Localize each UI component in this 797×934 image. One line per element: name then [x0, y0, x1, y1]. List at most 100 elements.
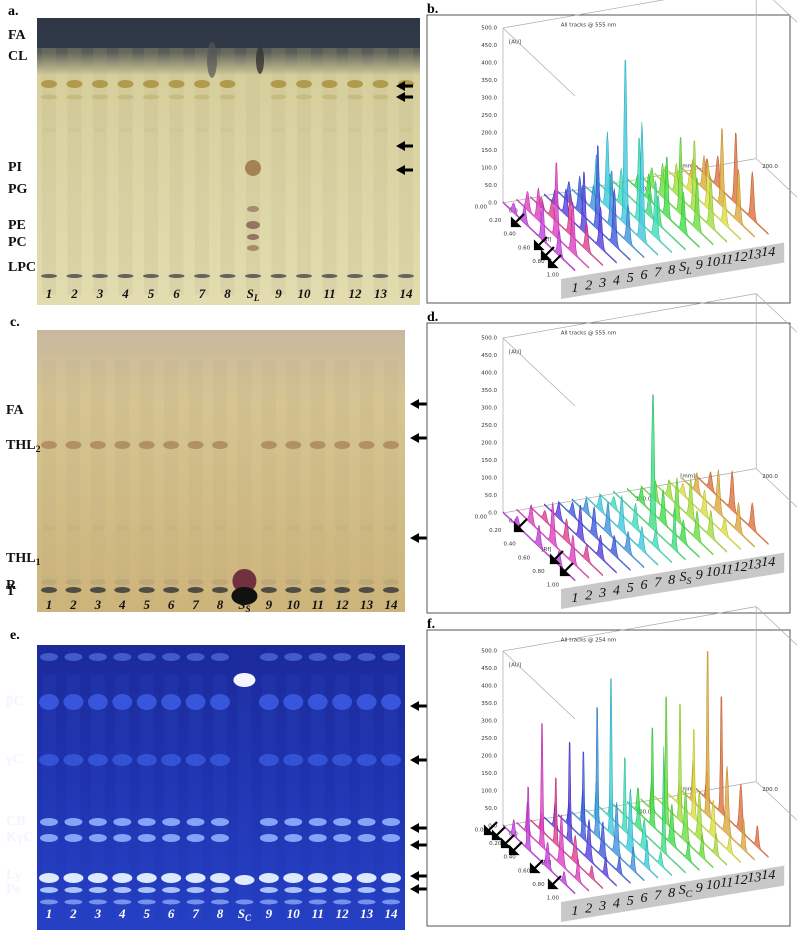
band-label: THL2	[6, 438, 41, 455]
arrow	[510, 213, 525, 228]
band	[137, 653, 156, 661]
lane-streak	[384, 360, 398, 602]
lane-label: 10	[706, 878, 720, 893]
lane-streak	[115, 675, 130, 920]
band	[67, 128, 82, 132]
band	[333, 834, 352, 842]
trace	[516, 722, 590, 893]
panel-letter: c.	[10, 315, 20, 330]
rf-tick-label: 0.00	[475, 205, 488, 211]
band	[309, 579, 326, 585]
band	[143, 80, 159, 88]
lane-label: 11	[323, 286, 335, 301]
band	[41, 274, 57, 278]
arrow	[410, 840, 427, 850]
band	[245, 274, 261, 278]
trace	[695, 695, 769, 859]
arrow	[500, 834, 515, 849]
au-tick-label: 0.0	[488, 511, 497, 517]
band	[372, 94, 389, 100]
lane-label: 6	[641, 891, 648, 906]
band	[307, 754, 328, 766]
au-tick-label: 400.0	[481, 371, 497, 377]
lane-label: SS	[679, 570, 691, 587]
band	[219, 94, 236, 100]
arrow	[396, 141, 413, 151]
trace	[613, 746, 686, 874]
band	[309, 587, 326, 593]
band	[372, 274, 389, 278]
band	[308, 899, 327, 905]
band	[332, 873, 353, 883]
lane-streak	[261, 675, 276, 920]
lane-label: 13	[747, 247, 761, 262]
lane-label: 6	[641, 268, 648, 283]
arrow	[396, 165, 413, 175]
band	[357, 887, 376, 893]
band	[382, 899, 400, 905]
axis-line	[502, 0, 665, 29]
lane-strip	[561, 865, 785, 922]
band	[372, 80, 389, 88]
arrow	[533, 236, 548, 251]
band	[360, 525, 373, 531]
band	[321, 94, 338, 100]
trace	[585, 677, 659, 880]
lane-label: 8	[224, 286, 231, 301]
band	[113, 899, 132, 905]
band	[356, 873, 377, 883]
band	[382, 887, 400, 893]
band	[87, 873, 108, 883]
trace	[544, 741, 617, 887]
band	[336, 525, 349, 531]
band	[235, 899, 254, 905]
band	[63, 873, 84, 883]
axis-line	[755, 468, 797, 508]
band	[381, 873, 401, 883]
band	[284, 899, 303, 905]
au-tick-label: 350.0	[481, 388, 497, 394]
lane-label: 9	[696, 568, 703, 583]
band	[247, 206, 259, 212]
au-tick-label: 200.0	[481, 754, 497, 760]
lane-label: 4	[613, 273, 620, 288]
lane-label-sub: L	[685, 266, 691, 277]
lane-streak	[93, 48, 107, 295]
band	[185, 694, 206, 710]
band	[186, 887, 205, 893]
band	[307, 694, 328, 710]
band	[195, 128, 209, 132]
band	[66, 80, 83, 88]
lane-label: 14	[385, 597, 399, 612]
lane-label-sub: L	[253, 293, 260, 303]
band	[186, 899, 205, 905]
rf-tick-label: 1.00	[547, 583, 560, 589]
lane-label: SL	[247, 286, 260, 303]
band-label-sub: 2	[36, 444, 41, 455]
lane-streak	[195, 48, 209, 295]
band	[233, 673, 256, 687]
band	[64, 818, 83, 826]
band	[113, 653, 132, 661]
lane-streak	[384, 675, 398, 920]
band	[231, 587, 258, 605]
lane-label: 3	[598, 276, 606, 291]
arrow	[508, 841, 523, 856]
band	[308, 834, 327, 842]
band	[284, 887, 303, 893]
band	[259, 834, 278, 842]
lane-strip	[561, 552, 785, 609]
band	[399, 128, 413, 132]
band	[40, 887, 58, 893]
arrow	[396, 92, 413, 102]
lane-label: 1	[46, 286, 53, 301]
rf-tick-label: 0.20	[489, 218, 502, 224]
band	[143, 94, 159, 100]
lane-label: 10	[287, 906, 301, 921]
band-label: KγC	[6, 830, 34, 845]
au-tick-label: 150.0	[481, 458, 497, 464]
band	[382, 834, 400, 842]
trace	[557, 751, 631, 885]
lane-label: 12	[734, 873, 748, 888]
lane-label-main: S	[238, 906, 245, 921]
